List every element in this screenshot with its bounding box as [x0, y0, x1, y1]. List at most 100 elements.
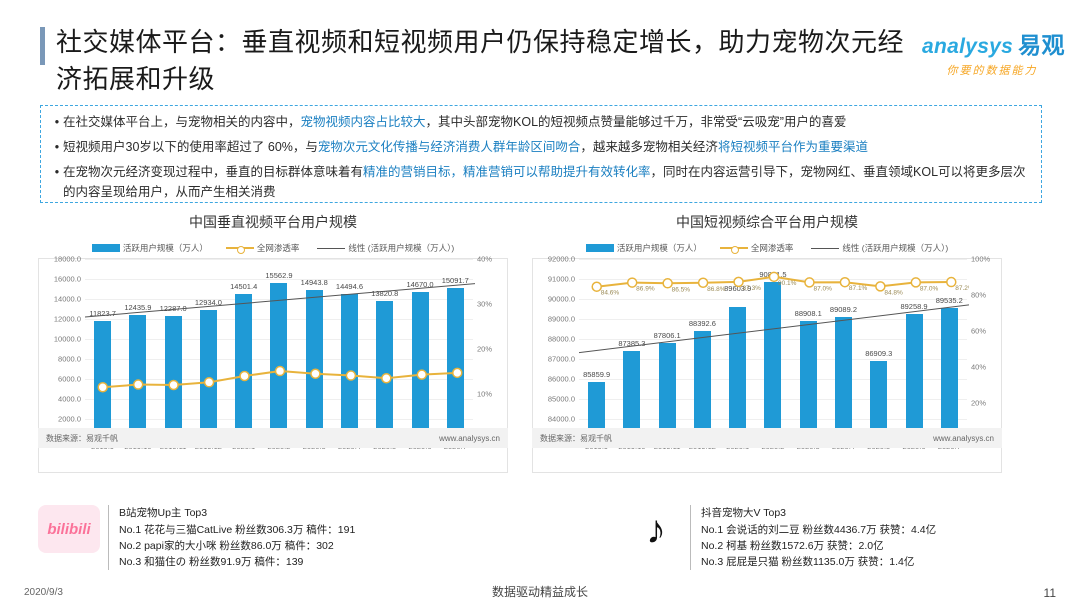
bar: [164, 316, 182, 439]
bar: [623, 351, 641, 439]
bar: [588, 381, 606, 439]
line-marker: [381, 373, 392, 384]
legend-label: 全网渗透率: [750, 243, 794, 253]
line-marker: [839, 276, 851, 288]
bullet-plain: ，越来越多宠物相关经济: [580, 140, 718, 154]
bar-value-label: 89603.9: [724, 283, 752, 293]
y-axis-tick: 6000.0: [58, 374, 81, 384]
source-label-left: 数据来源：易观千帆: [46, 433, 118, 443]
line-marker: [452, 367, 463, 379]
bullet-item: • 短视频用户30岁以下的使用率超过了 60%，与宠物次元文化传播与经济消费人群年…: [51, 137, 1031, 157]
douyin-row: No.1 会说话的刘二豆 粉丝数4436.7万 获赞：4.4亿: [701, 524, 937, 536]
line-marker: [697, 277, 709, 289]
y-axis-tick: 16000.0: [53, 274, 81, 284]
bilibili-row: No.3 和猫住の 粉丝数91.9万 稿件：139: [119, 556, 304, 568]
bullet-plain: 在宠物次元经济变现过程中，垂直的目标群体意味着有: [63, 165, 364, 179]
y-axis-tick: 4000.0: [58, 394, 81, 404]
y2-axis-tick: 100%: [971, 254, 991, 264]
legend-item: 全网渗透率: [719, 242, 794, 254]
y-axis-tick: 84000.0: [547, 414, 575, 424]
chart-legend-right: 活跃用户规模（万人） 全网渗透率 线性 (活跃用户规模（万人）): [532, 242, 1002, 254]
bar: [305, 289, 323, 439]
legend-item: 线性 (活跃用户规模（万人）): [317, 242, 454, 254]
y2-axis-tick: 60%: [971, 326, 987, 336]
bilibili-text-box: B站宠物Up主 Top3 No.1 花花与三猫CatLive 粉丝数306.3万…: [108, 505, 355, 570]
bar-cell: 12287.0: [156, 259, 191, 439]
legend-swatch-icon: [811, 247, 840, 249]
bar-series: 85859.987385.387806.188392.689603.990871…: [579, 259, 967, 439]
y-axis-tick: 86000.0: [547, 374, 575, 384]
line-marker: [168, 379, 179, 391]
line-marker: [416, 369, 428, 380]
line-point-label: 87.0%: [920, 285, 939, 292]
legend-label: 线性 (活跃用户规模（万人）): [348, 243, 455, 253]
bullet-highlight: 宠物次元文化传播与经济消费人群年龄区间吻合: [317, 140, 581, 154]
bar-cell: 14670.0: [402, 259, 437, 439]
bar-value-label: 87806.1: [653, 330, 681, 340]
bar-cell: 14943.8: [297, 259, 332, 439]
bar-value-label: 12934.0: [194, 297, 222, 307]
bullet-plain: 在社交媒体平台上，与宠物相关的内容中，: [63, 115, 301, 129]
line-marker: [239, 370, 250, 382]
logo-main-text: analysys: [922, 35, 1014, 58]
line-marker: [733, 276, 744, 288]
bar-value-label: 88392.6: [688, 319, 716, 329]
y-axis-tick: 85000.0: [547, 394, 575, 404]
bar: [905, 313, 923, 439]
chart-panel-vertical-video: 中国垂直视频平台用户规模 活跃用户规模（万人） 全网渗透率 线性 (活跃用户规模（万…: [38, 212, 508, 502]
bullet-plain: ，同时在内容运营引导下，宠物网红、垂直领域KOL可以将更多层次的内容呈现给用户，…: [63, 165, 1026, 199]
bar-cell: 87806.1: [650, 259, 685, 439]
title-bar: 社交媒体平台：垂直视频和短视频用户仍保持稳定增长，助力宠物次元经济拓展和升级: [40, 24, 910, 98]
y-axis-labels: 0.02000.04000.06000.08000.010000.012000.…: [39, 255, 85, 444]
y-axis-tick: 91000.0: [547, 274, 575, 284]
bar-cell: 88908.1: [791, 259, 826, 439]
page-title: 社交媒体平台：垂直视频和短视频用户仍保持稳定增长，助力宠物次元经济拓展和升级: [56, 27, 905, 94]
line-marker: [132, 379, 144, 390]
line-marker: [274, 365, 286, 377]
bar-value-label: 88908.1: [794, 308, 822, 318]
line-point-label: 84.8%: [884, 289, 903, 296]
bar: [129, 314, 147, 439]
bar-cell: 14494.6: [332, 259, 367, 439]
y-axis-tick: 88000.0: [547, 334, 575, 344]
bar: [270, 283, 288, 439]
source-url-right: www.analysys.cn: [933, 433, 994, 443]
y-axis-tick: 87000.0: [547, 354, 575, 364]
bar-value-label: 14670.0: [406, 280, 434, 290]
bullet-plain: ，其中头部宠物KOL的短视频点赞量能够过千万，非常受“云吸宠”用户的喜爱: [425, 115, 847, 129]
bar-cell: 15091.7: [438, 259, 473, 439]
bullet-plain: 短视频用户30岁以下的使用率超过了 60%，与: [63, 140, 318, 154]
douyin-row: No.3 屁屁是只猫 粉丝数1135.0万 获赞：1.4亿: [701, 556, 915, 568]
y-axis-tick: 12000.0: [53, 314, 81, 324]
source-url-left: www.analysys.cn: [439, 433, 500, 443]
legend-label: 全网渗透率: [256, 243, 300, 253]
bar: [693, 331, 711, 439]
y-axis-tick: 14000.0: [53, 294, 81, 304]
trendline: [85, 283, 475, 318]
bar-cell: 15562.9: [261, 259, 296, 439]
line-marker: [768, 271, 780, 283]
bar-value-label: 13820.8: [371, 288, 399, 298]
line-point-label: 87.0%: [813, 285, 832, 292]
y2-axis-tick: 80%: [971, 290, 987, 300]
y-axis-tick: 2000.0: [58, 414, 81, 424]
line-marker: [946, 276, 957, 288]
bar-value-label: 14943.8: [300, 277, 328, 287]
line-marker: [591, 281, 602, 292]
bullet-marker: •: [54, 140, 60, 154]
bullet-text: 在宠物次元经济变现过程中，垂直的目标群体意味着有精准的营销目标，精准营销可以帮助…: [63, 162, 1031, 202]
y2-axis-tick: 30%: [477, 299, 493, 309]
bullet-highlight: 将短视频平台作为重要渠道: [717, 140, 868, 154]
line-marker: [662, 278, 673, 289]
bar-value-label: 86909.3: [865, 348, 893, 358]
bilibili-logo-text: bilibili: [47, 520, 91, 538]
trendline: [579, 304, 969, 354]
bar-cell: 11823.7: [85, 259, 120, 439]
bilibili-row: No.2 papi家的大小咪 粉丝数86.0万 稿件：302: [119, 540, 334, 552]
line-marker: [97, 382, 108, 393]
bar: [235, 294, 253, 439]
bullet-text: 短视频用户30岁以下的使用率超过了 60%，与宠物次元文化传播与经济消费人群年龄…: [63, 137, 1031, 157]
bar-value-label: 14501.4: [230, 282, 258, 291]
y2-axis-labels: 0%10%20%30%40%: [473, 255, 507, 444]
